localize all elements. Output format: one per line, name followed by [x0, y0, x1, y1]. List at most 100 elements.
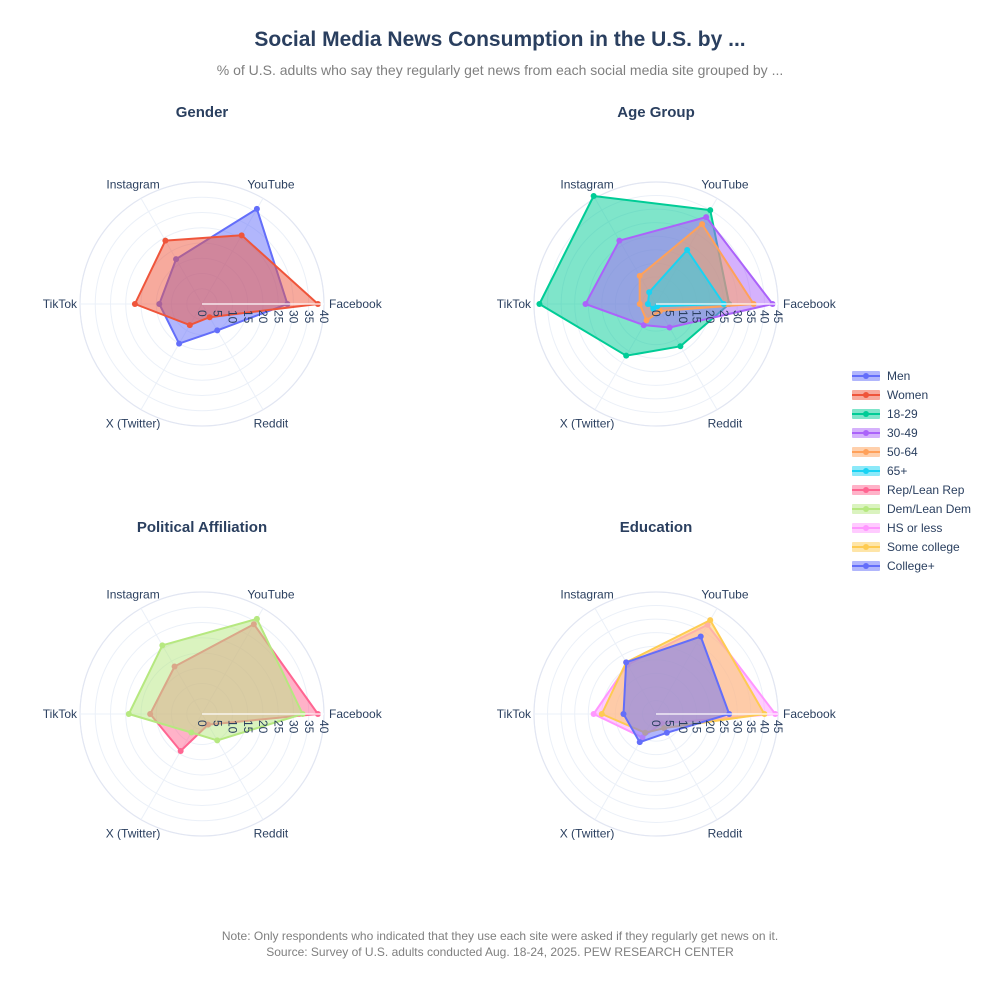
radial-tick-label: 40	[757, 310, 771, 324]
angular-axis-label: TikTok	[497, 707, 532, 721]
data-point	[663, 729, 670, 736]
radial-tick-label: 20	[703, 720, 717, 734]
data-point	[643, 317, 650, 324]
panel-title: Education	[620, 519, 693, 536]
legend-swatch	[852, 522, 880, 534]
legend-label: Women	[887, 387, 929, 402]
data-point	[176, 340, 183, 347]
radial-tick-label: 20	[256, 310, 270, 324]
data-point	[654, 303, 661, 310]
angular-axis-label: X (Twitter)	[560, 826, 615, 840]
legend-label: 65+	[887, 463, 908, 478]
data-point	[162, 237, 169, 244]
angular-axis-label: TikTok	[43, 297, 78, 311]
legend-item[interactable]: Some college	[852, 537, 971, 556]
radial-tick-label: 5	[210, 310, 224, 317]
radial-tick-label: 0	[195, 310, 209, 317]
radial-tick-label: 25	[717, 720, 731, 734]
data-point	[684, 246, 691, 253]
legend-swatch	[852, 465, 880, 477]
legend-item[interactable]: College+	[852, 556, 971, 575]
radial-tick-label: 15	[241, 310, 255, 324]
angular-axis-label: YouTube	[701, 178, 748, 192]
legend-swatch	[852, 541, 880, 553]
radial-tick-label: 35	[744, 720, 758, 734]
data-point	[657, 308, 664, 315]
legend-item[interactable]: 65+	[852, 461, 971, 480]
radial-tick-label: 30	[730, 720, 744, 734]
data-point	[590, 711, 597, 717]
legend-item[interactable]: HS or less	[852, 518, 971, 537]
radial-tick-label: 10	[676, 310, 690, 324]
data-point	[697, 633, 704, 640]
radial-tick-label: 0	[195, 720, 209, 727]
data-point	[177, 747, 184, 754]
angular-axis-label: YouTube	[247, 178, 294, 192]
legend-item[interactable]: 18-29	[852, 404, 971, 423]
data-point	[214, 737, 221, 744]
data-point	[646, 289, 653, 296]
legend-item[interactable]: 50-64	[852, 442, 971, 461]
data-point	[636, 301, 643, 307]
radial-tick-label: 15	[690, 310, 704, 324]
angular-axis-label: YouTube	[247, 588, 294, 602]
data-point	[536, 301, 543, 307]
radial-tick-label: 30	[730, 310, 744, 324]
radial-tick-label: 15	[690, 720, 704, 734]
legend-label: 30-49	[887, 425, 918, 440]
legend-label: HS or less	[887, 520, 943, 535]
radial-tick-label: 35	[302, 720, 316, 734]
angular-axis-label: X (Twitter)	[106, 826, 161, 840]
angular-axis-label: Facebook	[329, 297, 383, 311]
data-point	[707, 207, 714, 214]
panel-title: Age Group	[617, 104, 695, 121]
angular-axis-label: Reddit	[254, 826, 289, 840]
radial-tick-label: 20	[703, 310, 717, 324]
chart-title: Social Media News Consumption in the U.S…	[254, 28, 746, 51]
data-point	[616, 237, 623, 244]
panel-title: Political Affiliation	[137, 519, 267, 536]
legend-label: Rep/Lean Rep	[887, 482, 965, 497]
panel-title: Gender	[176, 104, 229, 121]
legend-label: 50-64	[887, 444, 918, 459]
data-point	[590, 192, 597, 199]
data-point	[636, 272, 643, 279]
data-point	[623, 659, 630, 666]
radial-tick-label: 25	[271, 720, 285, 734]
radial-tick-label: 0	[649, 720, 663, 727]
radial-tick-label: 10	[676, 720, 690, 734]
radial-tick-label: 25	[717, 310, 731, 324]
legend-item[interactable]: 30-49	[852, 423, 971, 442]
legend-swatch	[852, 560, 880, 572]
angular-axis-label: Instagram	[560, 178, 613, 192]
angular-axis-label: YouTube	[701, 588, 748, 602]
radial-tick-label: 10	[226, 310, 240, 324]
data-point	[598, 711, 605, 717]
angular-axis-label: Instagram	[106, 588, 159, 602]
angular-axis-label: TikTok	[43, 707, 78, 721]
angular-axis-label: Instagram	[106, 178, 159, 192]
radial-tick-label: 40	[317, 310, 331, 324]
legend-item[interactable]: Rep/Lean Rep	[852, 480, 971, 499]
radial-tick-label: 10	[226, 720, 240, 734]
angular-axis-label: X (Twitter)	[560, 416, 615, 430]
data-point	[238, 232, 245, 239]
radial-tick-label: 40	[757, 720, 771, 734]
data-point	[214, 327, 221, 334]
radial-tick-label: 25	[271, 310, 285, 324]
data-point	[636, 739, 643, 746]
legend-item[interactable]: Men	[852, 366, 971, 385]
data-point	[186, 322, 193, 329]
angular-axis-label: Instagram	[560, 588, 613, 602]
legend-swatch	[852, 503, 880, 515]
legend-label: Some college	[887, 539, 960, 554]
legend-item[interactable]: Women	[852, 385, 971, 404]
footer-note: Note: Only respondents who indicated tha…	[221, 929, 779, 943]
data-point	[703, 214, 710, 221]
legend-item[interactable]: Dem/Lean Dem	[852, 499, 971, 518]
angular-axis-label: Reddit	[708, 826, 743, 840]
radial-tick-label: 40	[317, 720, 331, 734]
